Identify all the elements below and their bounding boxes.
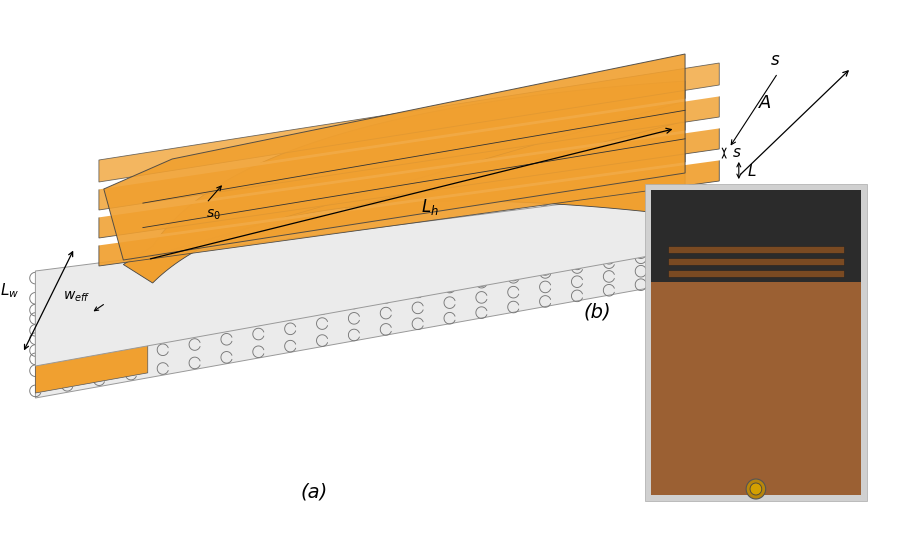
Circle shape: [746, 479, 766, 499]
Circle shape: [750, 483, 761, 495]
Polygon shape: [99, 63, 719, 182]
Polygon shape: [35, 345, 148, 393]
Text: $L_w$: $L_w$: [0, 281, 19, 300]
Text: $A$: $A$: [759, 94, 772, 112]
Polygon shape: [99, 95, 719, 210]
Polygon shape: [104, 54, 685, 260]
Bar: [651, 190, 861, 281]
Bar: [668, 270, 844, 277]
Polygon shape: [35, 186, 705, 366]
Text: $s_0$: $s_0$: [206, 208, 221, 222]
Text: $L_h$: $L_h$: [421, 197, 439, 217]
Polygon shape: [99, 159, 719, 266]
Polygon shape: [99, 127, 719, 238]
Bar: [645, 184, 867, 501]
Text: $s$: $s$: [770, 51, 780, 69]
Text: $s$: $s$: [732, 145, 742, 160]
Bar: [668, 257, 844, 264]
Text: $L$: $L$: [747, 163, 756, 179]
Bar: [668, 246, 844, 253]
Text: (a): (a): [301, 483, 328, 502]
Polygon shape: [123, 81, 685, 283]
Text: (b): (b): [583, 303, 611, 322]
Polygon shape: [35, 218, 705, 398]
Bar: [651, 190, 861, 495]
Text: $w_{eff}$: $w_{eff}$: [63, 290, 90, 304]
